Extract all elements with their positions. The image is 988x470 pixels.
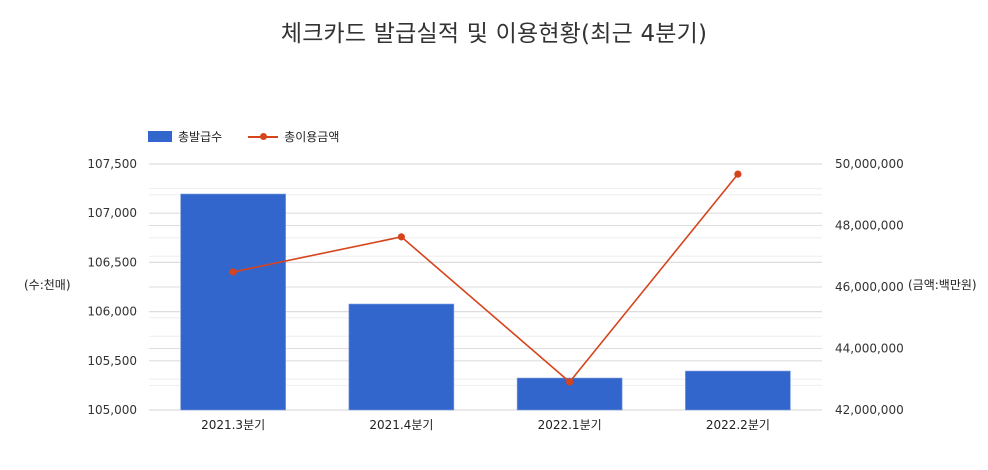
right-tick-label: 46,000,000 [835, 280, 904, 294]
left-tick-label: 105,000 [87, 403, 137, 417]
bar-series [180, 193, 791, 411]
right-tick-label: 42,000,000 [835, 403, 904, 417]
left-tick-label: 107,000 [87, 206, 137, 220]
line-marker-swatch-icon [248, 131, 279, 142]
x-tick-label: 2021.4분기 [369, 418, 433, 432]
left-tick-label: 106,500 [87, 255, 137, 269]
line-series [229, 170, 742, 386]
x-axis-labels: 2021.3분기 2021.4분기 2022.1분기 2022.2분기 [201, 418, 770, 432]
x-tick-label: 2021.3분기 [201, 418, 265, 432]
legend: 총발급수 총이용금액 [148, 128, 365, 145]
x-tick-label: 2022.1분기 [538, 418, 602, 432]
line-path [232, 173, 739, 384]
line-point[interactable] [229, 268, 237, 276]
legend-label: 총이용금액 [284, 130, 340, 144]
legend-item-total-issued[interactable]: 총발급수 [148, 128, 222, 145]
left-axis-ticks: 107,500 107,000 106,500 106,000 105,500 105,0… [87, 157, 137, 417]
legend-item-total-amount[interactable]: 총이용금액 [248, 128, 339, 145]
right-axis-title: (금액:백만원) [908, 278, 977, 292]
line-point[interactable] [566, 378, 574, 386]
bar[interactable] [348, 303, 455, 411]
left-tick-label: 106,000 [87, 305, 137, 319]
legend-label: 총발급수 [178, 130, 223, 144]
line-point[interactable] [734, 170, 742, 178]
bar[interactable] [685, 370, 791, 411]
chart-title: 체크카드 발급실적 및 이용현황(최근 4분기) [280, 21, 708, 47]
left-tick-label: 105,500 [87, 354, 137, 368]
line-point[interactable] [397, 233, 405, 241]
left-axis-title: (수:천매) [24, 278, 71, 292]
right-tick-label: 48,000,000 [835, 219, 904, 233]
bar-swatch-icon [148, 131, 172, 142]
bar[interactable] [180, 193, 286, 411]
x-tick-label: 2022.2분기 [706, 418, 770, 432]
left-tick-label: 107,500 [87, 157, 137, 171]
right-tick-label: 44,000,000 [835, 342, 904, 356]
right-axis-ticks: 50,000,000 48,000,000 46,000,000 44,000,000… [835, 157, 904, 417]
right-tick-label: 50,000,000 [835, 157, 904, 171]
